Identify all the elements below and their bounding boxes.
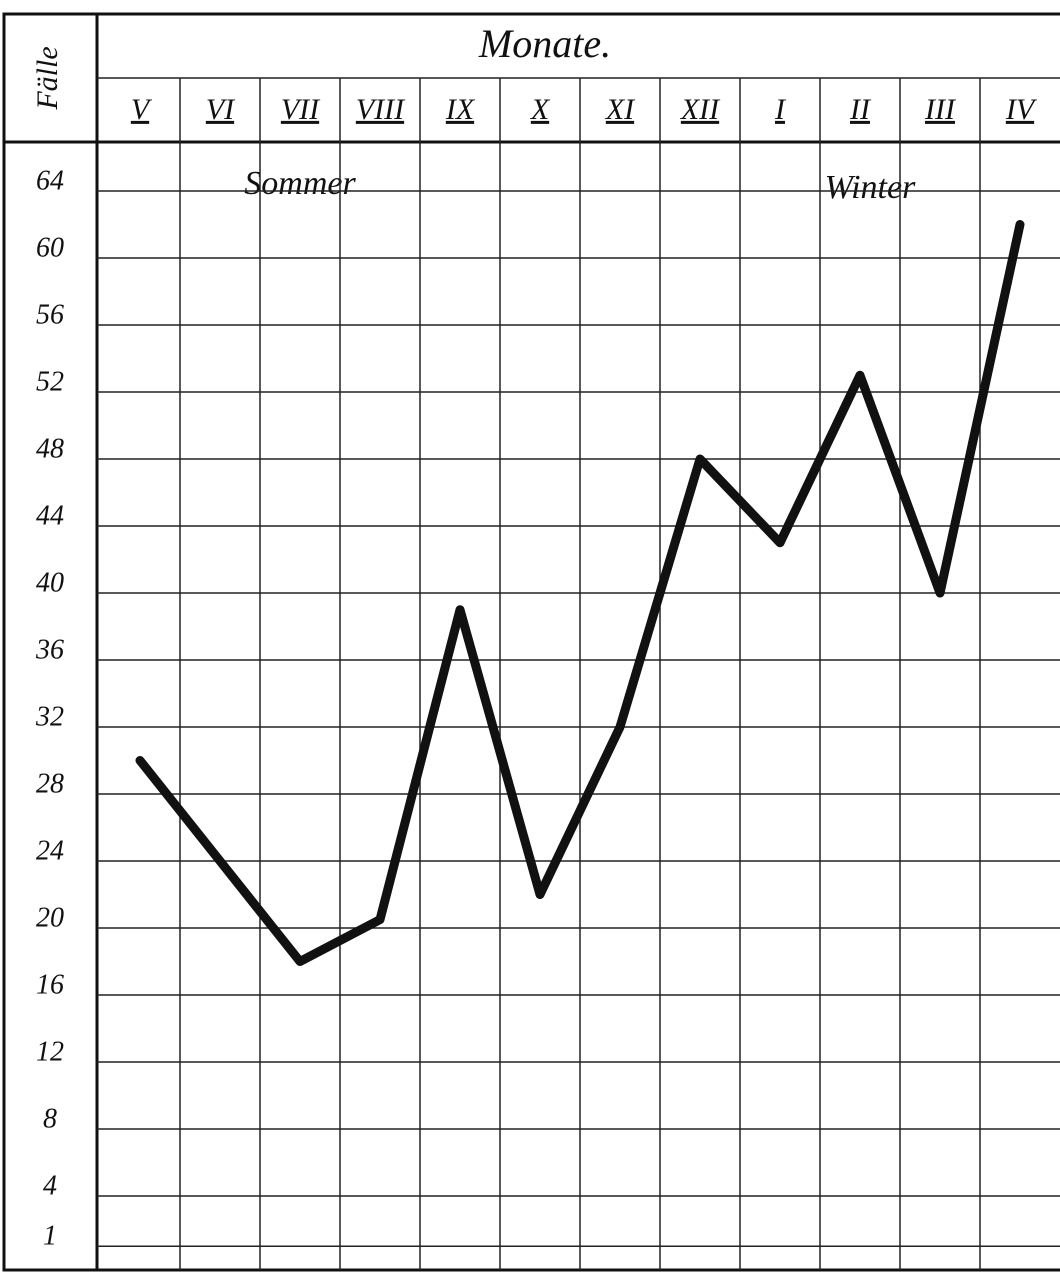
y-tick-label: 24: [36, 835, 64, 866]
y-axis-label: Fälle: [31, 46, 64, 110]
x-tick-label: III: [924, 93, 957, 126]
x-tick-label: II: [849, 93, 872, 126]
y-tick-label: 44: [36, 500, 64, 531]
annotation: Winter: [825, 169, 916, 206]
y-tick-label: 20: [36, 902, 64, 933]
y-tick-label: 8: [43, 1103, 57, 1134]
x-tick-label: IV: [1005, 93, 1038, 126]
y-tick-label: 60: [36, 232, 64, 263]
y-tick-label: 48: [36, 433, 64, 464]
x-tick-label: IX: [445, 93, 476, 126]
y-tick-label: 4: [43, 1170, 57, 1201]
y-tick-label: 64: [36, 165, 64, 196]
x-tick-label: XI: [605, 93, 636, 126]
x-tick-label: VI: [206, 93, 236, 126]
y-tick-label: 52: [36, 366, 64, 397]
y-tick-label: 36: [35, 634, 64, 665]
y-tick-label: 28: [36, 768, 64, 799]
x-tick-label: I: [774, 93, 787, 126]
x-tick-label: XII: [680, 93, 721, 126]
y-tick-label: 16: [36, 969, 64, 1000]
y-tick-label: 12: [36, 1036, 64, 1067]
y-tick-label: 56: [36, 299, 64, 330]
x-tick-label: V: [131, 93, 153, 126]
frame: [2, 12, 1060, 1272]
x-tick-label: X: [530, 93, 551, 126]
x-tick-label: VII: [281, 93, 321, 126]
data-line: [135, 220, 1025, 966]
y-tick-label: 40: [36, 567, 64, 598]
y-tick-label: 32: [35, 701, 64, 732]
x-tick-label: VIII: [356, 93, 406, 126]
annotation: Sommer: [244, 165, 356, 202]
chart-title: Monate.: [478, 21, 611, 66]
y-tick-label: 1: [43, 1221, 57, 1252]
